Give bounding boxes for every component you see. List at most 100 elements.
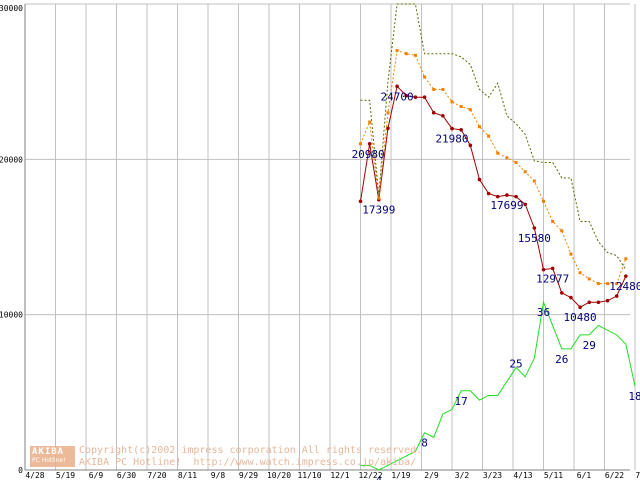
x-tick-label: 5/11 (544, 471, 563, 480)
series-0-point (395, 84, 399, 89)
x-tick-label: 6/30 (117, 471, 136, 480)
copyright-line-2: AKIBA PC Hotline! http://www.watch.impre… (79, 457, 417, 468)
series-1-point (596, 282, 600, 286)
data-label: 4 (375, 474, 382, 480)
series-1-point (487, 134, 491, 138)
series-1-point (578, 271, 582, 275)
x-axis-ticks: 4/28 5/19 6/9 6/30 7/20 8/11 9/8 9/29 10/20 11/10… (25, 471, 640, 480)
series-1-point (615, 282, 619, 286)
series-0-point (422, 95, 427, 99)
series-1-point (569, 252, 573, 256)
x-tick-label: 7/13 (635, 471, 640, 480)
data-label: 18 (628, 390, 640, 403)
data-label: 21980 (435, 133, 468, 146)
series-0-point (441, 114, 445, 118)
series-0-point (624, 274, 628, 278)
series-1-point (532, 179, 536, 183)
data-label: 36 (537, 306, 550, 319)
series-1-point (432, 87, 436, 91)
series-1-point (423, 75, 427, 79)
series-1-line (360, 49, 627, 285)
series-0-point (477, 177, 482, 182)
series-1-point (377, 196, 381, 200)
x-tick-label: 8/11 (178, 471, 197, 480)
series-1-point (477, 125, 481, 129)
data-label: 12480 (609, 280, 640, 293)
data-label: 29 (583, 339, 596, 352)
y-tick-label: 0 (18, 466, 23, 475)
series-0-point (514, 194, 518, 199)
series-group (358, 3, 636, 471)
logo-text: AKIBA (32, 447, 65, 457)
series-1-point (395, 49, 399, 53)
data-label: 15580 (518, 232, 551, 245)
series-0-point (367, 142, 372, 146)
series-0-point (505, 193, 509, 197)
copyright-notice: Copyright(c)2002 impress corporation All… (79, 445, 422, 469)
series-0-point (569, 295, 573, 300)
x-tick-label: 6/9 (89, 471, 104, 480)
y-axis-ticks: 0 10000 20000 30000 (0, 4, 23, 475)
series-0-point (486, 191, 491, 196)
series-0-point (614, 294, 619, 298)
data-labels: 20980 17399 24700 21980 17699 15580 12977 10480… (352, 90, 640, 480)
series-1-point (441, 87, 445, 91)
series-1-point (523, 170, 527, 174)
x-tick-label: 6/1 (577, 471, 592, 480)
x-tick-label: 5/19 (56, 471, 75, 480)
data-label: 25 (509, 358, 522, 371)
series-1-point (450, 100, 454, 104)
data-label: 17 (455, 395, 468, 408)
series-0-point (468, 143, 473, 148)
data-label: 24700 (381, 90, 414, 103)
series-0-point (596, 300, 601, 305)
series-0-point (459, 128, 463, 132)
copyright-line-1: Copyright(c)2002 impress corporation All… (79, 445, 423, 456)
series-2-line (360, 3, 627, 270)
series-1-point (404, 52, 408, 56)
series-1-point (496, 151, 500, 155)
data-label: 10480 (564, 311, 597, 324)
y-tick-label: 10000 (0, 311, 23, 320)
series-1-point (551, 219, 555, 223)
data-label: 17399 (362, 204, 395, 217)
series-0-point (532, 226, 537, 230)
series-1-point (413, 53, 417, 57)
series-1-point (560, 229, 564, 233)
data-label: 12977 (536, 272, 569, 285)
series-0-point (358, 199, 363, 204)
x-tick-label: 4/28 (25, 471, 44, 480)
series-0-point (541, 267, 546, 272)
axes (24, 4, 630, 471)
series-1-point (587, 277, 591, 281)
series-1-point (359, 142, 362, 146)
series-0-point (587, 300, 592, 305)
series-0-point (523, 202, 527, 207)
x-tick-label: 4/13 (513, 471, 532, 480)
series-0-point (560, 291, 564, 295)
series-0-point (605, 298, 610, 303)
series-3-line (360, 300, 636, 471)
x-tick-label: 3/2 (455, 471, 470, 480)
series-1-point (542, 199, 545, 203)
x-tick-label: 3/23 (483, 471, 502, 480)
series-0-point (404, 93, 409, 98)
series-0-line (360, 85, 627, 308)
x-tick-label: 9/29 (239, 471, 258, 480)
data-label: 17699 (490, 199, 523, 212)
y-tick-label: 20000 (0, 155, 23, 164)
series-1-point (514, 160, 518, 164)
x-tick-label: 1/19 (391, 471, 410, 480)
akiba-logo: AKIBA PC Hotline! (30, 446, 75, 467)
series-1-point (468, 108, 472, 112)
x-tick-label: 6/22 (605, 471, 624, 480)
series-1-point (624, 257, 628, 261)
x-tick-label: 7/20 (147, 471, 166, 480)
x-tick-label: 12/22 (358, 471, 382, 480)
series-1-point (459, 105, 463, 109)
x-tick-label: 12/1 (330, 471, 349, 480)
series-1-point (606, 282, 610, 286)
data-label: 26 (555, 353, 568, 366)
series-0-point (495, 194, 500, 199)
